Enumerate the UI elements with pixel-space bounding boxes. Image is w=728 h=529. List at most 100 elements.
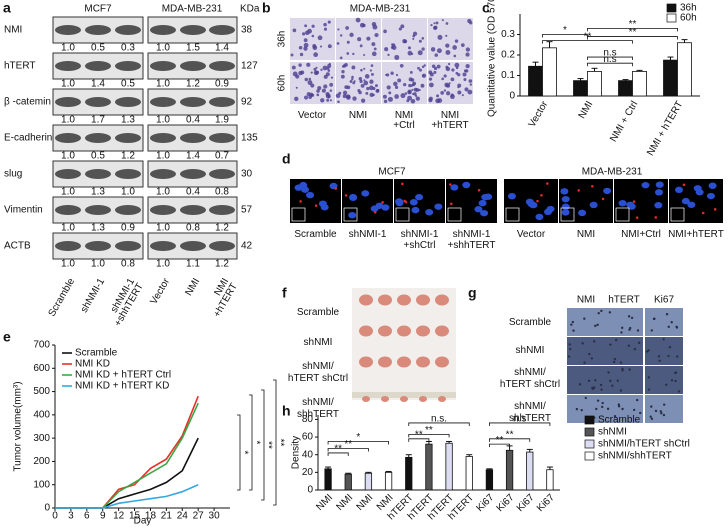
quant-label: 1.1	[186, 259, 200, 270]
cell-stain	[412, 81, 417, 86]
cell-stain	[326, 98, 330, 102]
micrograph	[336, 62, 381, 104]
blot-band	[150, 133, 176, 143]
inset	[447, 207, 462, 222]
x-tick-label: 27	[193, 511, 205, 522]
x-tick-label: Vector	[527, 99, 551, 130]
inset	[343, 207, 358, 222]
nucleus	[654, 201, 663, 209]
cell-stain	[398, 27, 402, 31]
cell-stain	[394, 54, 400, 60]
quant-label: 1.2	[121, 151, 135, 162]
lane-label-line: Vector	[148, 276, 172, 307]
cell-stain	[359, 44, 363, 48]
cell-stain	[384, 47, 389, 52]
blot-band	[55, 97, 81, 107]
legend-label: 36h	[680, 3, 697, 14]
nucleus	[708, 182, 717, 189]
x-tick-label: NMI	[355, 492, 376, 513]
ihc-image	[645, 395, 683, 423]
ihc-stain	[611, 384, 614, 387]
blot-band	[209, 97, 235, 107]
cell-stain	[462, 72, 467, 77]
cell-stain	[448, 82, 451, 85]
cell-stain	[323, 74, 328, 79]
ihc-stain	[668, 345, 672, 349]
inset	[670, 207, 685, 222]
cell-stain	[428, 77, 433, 81]
significance-label: *	[250, 441, 261, 445]
cell-stain	[339, 34, 343, 37]
cell-stain	[387, 96, 393, 102]
cell-stain	[341, 70, 345, 74]
red-signal	[344, 194, 348, 197]
x-tick-label: Ki67	[474, 492, 496, 514]
ihc-image	[645, 308, 683, 336]
cell-stain	[363, 67, 366, 70]
quant-label: 0.5	[91, 151, 105, 162]
nucleus	[480, 209, 489, 217]
nucleus	[411, 206, 420, 214]
group-label-line: NMI	[349, 110, 367, 121]
ihc-stain	[620, 331, 623, 334]
cell-stain	[364, 74, 370, 79]
protein-label: β -catemin	[4, 97, 51, 108]
blot-band	[209, 169, 235, 179]
significance-bracket	[587, 62, 633, 67]
significance-bracket	[237, 414, 241, 491]
blot-band	[115, 241, 141, 251]
cell-stain	[446, 83, 451, 88]
nucleus	[507, 192, 516, 200]
cell-stain	[369, 69, 373, 72]
significance-label: n.s.	[431, 414, 447, 425]
quant-label: 1.3	[121, 115, 135, 126]
legend-label: shNMI/hTERT shCtrl	[598, 439, 690, 450]
blot-band	[209, 241, 235, 251]
ihc-stain	[629, 326, 632, 330]
cell-stain	[327, 63, 332, 69]
red-signal	[591, 184, 594, 188]
quant-label: 1.0	[156, 43, 170, 54]
cell-stain	[290, 53, 294, 57]
cell-stain	[335, 93, 341, 99]
group-label: Scramble	[509, 317, 552, 328]
protein-label: NMI	[4, 25, 22, 36]
group-label-line: Scramble	[294, 229, 337, 240]
tumor	[397, 325, 411, 337]
panel-letter: d	[282, 151, 291, 167]
quant-label: 1.0	[156, 151, 170, 162]
ihc-stain	[613, 415, 617, 418]
ihc-image	[605, 366, 643, 394]
cell-stain	[329, 89, 333, 92]
cell-stain	[417, 50, 423, 56]
group-label: Vector	[298, 110, 327, 121]
significance-bracket	[327, 452, 349, 456]
blot-band	[115, 133, 141, 143]
quant-label: 1.2	[215, 223, 229, 234]
group-label: Scramble	[297, 307, 340, 318]
cell-stain	[412, 31, 418, 36]
group-label: shNMI	[516, 345, 545, 356]
quant-label: 1.9	[215, 115, 229, 126]
ihc-stain	[677, 390, 681, 393]
cell-stain	[430, 24, 433, 27]
nucleus	[361, 190, 370, 197]
red-signal	[713, 208, 717, 211]
group-label-line: +shhTERT	[448, 240, 496, 251]
cell-stain	[443, 74, 447, 78]
cell-stain	[342, 64, 347, 68]
cell-stain	[295, 86, 298, 89]
group-label-line: shhTERT	[509, 413, 551, 424]
cell-stain	[407, 50, 413, 56]
cell-stain	[307, 80, 313, 85]
ihc-stain	[676, 355, 679, 358]
cell-stain	[468, 79, 473, 83]
panel-letter: g	[468, 285, 477, 301]
ihc-stain	[606, 407, 610, 411]
ihc-stain	[570, 323, 573, 326]
stain-label: Ki67	[654, 295, 674, 306]
ihc-stain	[581, 342, 584, 345]
series-line	[55, 395, 199, 509]
red-signal	[682, 183, 686, 187]
inset	[560, 207, 575, 222]
